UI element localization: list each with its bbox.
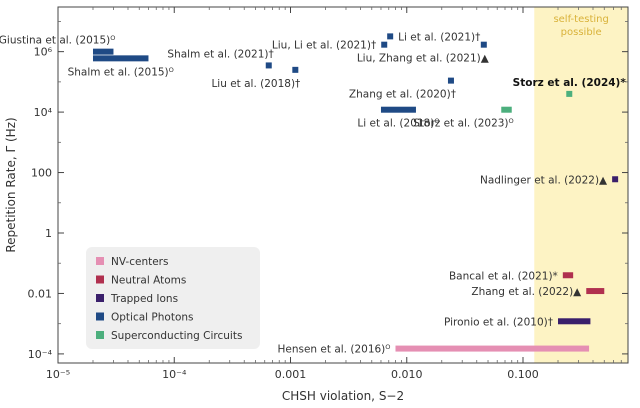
label-bancal-et-al-2021: Bancal et al. (2021)*	[449, 270, 558, 282]
label-liu-li-et-al-2021: Liu, Li et al. (2021)†	[272, 40, 376, 52]
legend-swatch-superconducting-circuits	[96, 331, 104, 339]
legend: NV-centers Neutral Atoms Trapped Ions Optic…	[86, 247, 260, 349]
mark-zhang-et-al-2020	[447, 77, 454, 84]
mark-giustina-et-al-2015	[92, 48, 114, 55]
x-tick-label: 10⁻⁵	[46, 368, 70, 381]
mark-nadlinger-et-al-2022	[612, 176, 619, 183]
plot-border	[57, 6, 629, 364]
legend-label-trapped-ions: Trapped Ions	[110, 293, 178, 305]
data-labels: Giustina et al. (2015)ᴼ Shalm et al. (201…	[0, 31, 626, 355]
mark-liu-li-et-al-2021	[381, 41, 388, 48]
x-tick-label: 0.001	[275, 368, 307, 381]
legend-box	[86, 247, 260, 349]
mark-shalm-et-al-2015	[92, 55, 149, 62]
y-axis-title: Repetition Rate, Γ (Hz)	[4, 117, 18, 252]
region-label-line2: possible	[561, 27, 602, 38]
x-tick-label: 0.100	[507, 368, 539, 381]
label-pironio-et-al-2010: Pironio et al. (2010)†	[444, 316, 553, 328]
mark-bancal-et-al-2021	[562, 272, 574, 279]
mark-liu-et-al-2018	[292, 66, 299, 73]
x-tick-label: 0.010	[391, 368, 423, 381]
label-liu-zhang-et-al-2021: Liu, Zhang et al. (2021)▲	[357, 53, 490, 65]
label-li-et-al-2021: Li et al. (2021)†	[398, 31, 480, 43]
label-zhang-et-al-2020: Zhang et al. (2020)†	[349, 89, 456, 101]
axis-ticks: 10⁻⁵ 10⁻⁴ 0.001 0.010 0.100 10⁻⁴ 0.01 1 100 10⁴ 10…	[28, 7, 628, 381]
y-tick-label: 10⁻⁴	[28, 348, 53, 361]
label-giustina-et-al-2015: Giustina et al. (2015)ᴼ	[0, 35, 115, 47]
label-hensen-et-al-2016: Hensen et al. (2016)ᴼ	[277, 344, 390, 356]
mark-li-et-al-2018	[380, 106, 416, 113]
mark-liu-zhang-et-al-2021	[480, 41, 487, 48]
y-tick-label: 0.01	[28, 287, 53, 300]
legend-swatch-trapped-ions	[96, 294, 104, 302]
region-labels: self-testing possible	[553, 14, 608, 38]
label-storz-et-al-2024: Storz et al. (2024)*	[513, 77, 627, 89]
self-testing-region	[534, 7, 628, 363]
label-zhang-et-al-2022: Zhang et al. (2022)▲	[471, 286, 582, 298]
x-axis-title: CHSH violation, S−2	[282, 389, 404, 403]
label-nadlinger-et-al-2022: Nadlinger et al. (2022)▲	[480, 174, 608, 186]
label-li-et-al-2018: Li et al. (2018)ᴼ	[357, 118, 439, 130]
data-marks	[92, 33, 619, 352]
y-tick-label: 1	[45, 227, 52, 240]
x-tick-label: 10⁻⁴	[162, 368, 187, 381]
legend-label-nv-centers: NV-centers	[111, 256, 168, 268]
mark-hensen-et-al-2016	[395, 345, 590, 352]
mark-shalm-et-al-2021	[265, 62, 272, 69]
mark-storz-et-al-2023	[501, 106, 512, 113]
mark-zhang-et-al-2022	[586, 288, 605, 295]
legend-label-optical-photons: Optical Photons	[111, 312, 194, 324]
legend-label-superconducting-circuits: Superconducting Circuits	[111, 330, 242, 342]
y-tick-label: 10⁶	[34, 46, 53, 59]
mark-storz-et-al-2024	[566, 90, 573, 97]
mark-li-et-al-2021	[387, 33, 394, 40]
label-storz-et-al-2023: Storz et al. (2023)ᴼ	[413, 118, 513, 130]
label-shalm-et-al-2021: Shalm et al. (2021)†	[167, 48, 273, 60]
legend-swatch-optical-photons	[96, 312, 104, 321]
legend-label-neutral-atoms: Neutral Atoms	[111, 275, 186, 287]
y-tick-label: 100	[31, 167, 52, 180]
y-tick-label: 10⁴	[34, 106, 53, 119]
legend-swatch-neutral-atoms	[96, 275, 104, 284]
label-liu-et-al-2018: Liu et al. (2018)†	[211, 78, 300, 90]
mark-pironio-et-al-2010	[558, 318, 591, 325]
plot-frame	[57, 6, 629, 364]
region-label-line1: self-testing	[553, 14, 608, 25]
legend-swatch-nv-centers	[96, 257, 104, 265]
label-shalm-et-al-2015: Shalm et al. (2015)ᴼ	[68, 66, 174, 78]
